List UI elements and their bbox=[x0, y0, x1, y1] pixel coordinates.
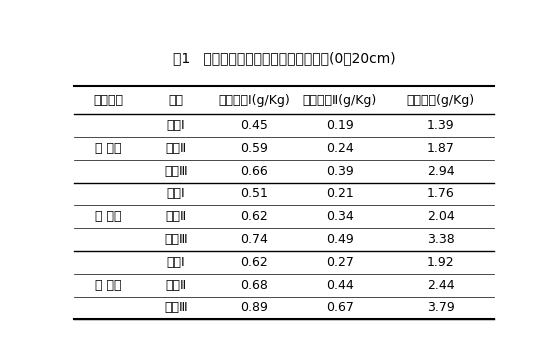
Text: 0.62: 0.62 bbox=[240, 210, 268, 223]
Text: 第 二年: 第 二年 bbox=[95, 210, 121, 223]
Text: 1.39: 1.39 bbox=[427, 119, 454, 132]
Text: 处理Ⅲ: 处理Ⅲ bbox=[164, 301, 188, 314]
Text: 0.45: 0.45 bbox=[240, 119, 268, 132]
Text: 0.59: 0.59 bbox=[240, 142, 268, 155]
Text: 总有机碳(g/Kg): 总有机碳(g/Kg) bbox=[407, 94, 475, 107]
Text: 2.04: 2.04 bbox=[427, 210, 454, 223]
Text: 0.51: 0.51 bbox=[240, 187, 268, 200]
Text: 0.62: 0.62 bbox=[240, 256, 268, 269]
Text: 0.34: 0.34 bbox=[326, 210, 353, 223]
Text: 处理Ⅱ: 处理Ⅱ bbox=[165, 279, 186, 292]
Text: 0.66: 0.66 bbox=[240, 165, 268, 178]
Text: 0.24: 0.24 bbox=[326, 142, 353, 155]
Text: 2.94: 2.94 bbox=[427, 165, 454, 178]
Text: 0.27: 0.27 bbox=[326, 256, 353, 269]
Text: 0.39: 0.39 bbox=[326, 165, 353, 178]
Text: 1.92: 1.92 bbox=[427, 256, 454, 269]
Text: 3.79: 3.79 bbox=[427, 301, 454, 314]
Text: 0.67: 0.67 bbox=[326, 301, 353, 314]
Text: 处理Ⅰ: 处理Ⅰ bbox=[166, 187, 185, 200]
Text: 0.44: 0.44 bbox=[326, 279, 353, 292]
Text: 0.74: 0.74 bbox=[240, 233, 268, 246]
Text: 处理Ⅱ: 处理Ⅱ bbox=[165, 142, 186, 155]
Text: 0.68: 0.68 bbox=[240, 279, 268, 292]
Text: 0.49: 0.49 bbox=[326, 233, 353, 246]
Text: 3.38: 3.38 bbox=[427, 233, 454, 246]
Text: 处理Ⅱ: 处理Ⅱ bbox=[165, 210, 186, 223]
Text: 0.89: 0.89 bbox=[240, 301, 268, 314]
Text: 第 三年: 第 三年 bbox=[95, 279, 121, 292]
Text: 活性碳库Ⅰ(g/Kg): 活性碳库Ⅰ(g/Kg) bbox=[218, 94, 290, 107]
Text: 0.21: 0.21 bbox=[326, 187, 353, 200]
Text: 1.76: 1.76 bbox=[427, 187, 454, 200]
Text: 处理Ⅲ: 处理Ⅲ bbox=[164, 165, 188, 178]
Text: 种植时间: 种植时间 bbox=[93, 94, 123, 107]
Text: 第 一年: 第 一年 bbox=[95, 142, 121, 155]
Text: 处理Ⅲ: 处理Ⅲ bbox=[164, 233, 188, 246]
Text: 0.19: 0.19 bbox=[326, 119, 353, 132]
Text: 处理Ⅰ: 处理Ⅰ bbox=[166, 256, 185, 269]
Text: 1.87: 1.87 bbox=[427, 142, 455, 155]
Text: 表1   不同处理对土壤有机碳含量的影响(0～20cm): 表1 不同处理对土壤有机碳含量的影响(0～20cm) bbox=[173, 52, 395, 66]
Text: 处理: 处理 bbox=[168, 94, 183, 107]
Text: 活性碳库Ⅱ(g/Kg): 活性碳库Ⅱ(g/Kg) bbox=[302, 94, 377, 107]
Text: 处理Ⅰ: 处理Ⅰ bbox=[166, 119, 185, 132]
Text: 2.44: 2.44 bbox=[427, 279, 454, 292]
